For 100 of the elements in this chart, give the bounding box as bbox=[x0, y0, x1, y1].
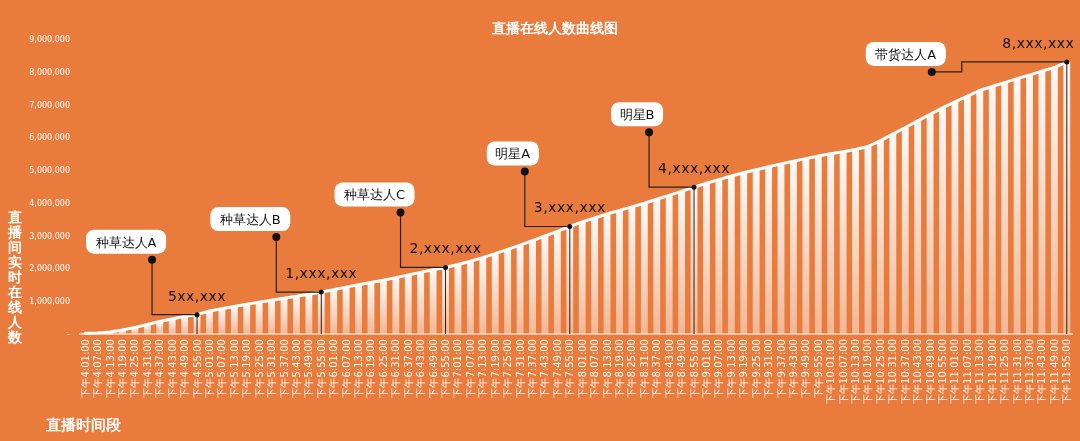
x-tick-label: 下午6:55:00 bbox=[440, 339, 452, 398]
x-tick-label: 下午7:01:00 bbox=[452, 339, 464, 398]
x-tick-label: 下午5:19:00 bbox=[241, 339, 253, 398]
text: 直播间实时在线人数 bbox=[8, 209, 22, 345]
x-tick-label: 下午8:07:00 bbox=[589, 339, 601, 398]
x-tick-label: 下午7:55:00 bbox=[564, 339, 576, 398]
x-tick-label: 下午6:43:00 bbox=[415, 339, 427, 398]
x-tick-label: 下午4:55:00 bbox=[191, 339, 203, 398]
x-tick-label: 下午7:37:00 bbox=[527, 339, 539, 398]
x-tick-label: 下午4:01:00 bbox=[79, 339, 91, 398]
x-tick-label: 下午9:55:00 bbox=[812, 339, 824, 398]
annotation: 1,xxx,xxx bbox=[285, 265, 358, 282]
x-tick-label: 下午7:19:00 bbox=[489, 339, 501, 398]
annotation: 5xx,xxx bbox=[167, 287, 227, 304]
x-tick-label: 下午5:43:00 bbox=[290, 339, 302, 398]
x-tick-label: 下午6:37:00 bbox=[402, 339, 414, 398]
x-tick-label: 下午11:19:00 bbox=[986, 339, 998, 404]
x-tick-label: 下午10:13:00 bbox=[850, 339, 862, 404]
x-tick-label: 下午11:43:00 bbox=[1036, 339, 1048, 404]
x-tick-label: 下午4:49:00 bbox=[179, 339, 191, 398]
y-tick-label: 5,000,000 bbox=[29, 166, 70, 176]
x-tick-label: 下午9:49:00 bbox=[800, 339, 812, 398]
x-tick-label: 下午4:19:00 bbox=[116, 339, 128, 398]
x-tick-label: 下午9:31:00 bbox=[763, 339, 775, 398]
x-tick-label: 下午8:25:00 bbox=[626, 339, 638, 398]
x-tick-label: 下午7:13:00 bbox=[477, 339, 489, 398]
x-tick-label: 下午10:55:00 bbox=[937, 339, 949, 404]
x-tick-label: 下午10:43:00 bbox=[912, 339, 924, 404]
annotation: 明星B bbox=[619, 107, 655, 123]
x-tick-label: 下午10:37:00 bbox=[899, 339, 911, 404]
x-tick-label: 下午10:19:00 bbox=[862, 339, 874, 404]
x-tick-label: 下午8:13:00 bbox=[601, 339, 613, 398]
x-tick-label: 下午11:25:00 bbox=[999, 339, 1011, 404]
y-tick-label: - bbox=[67, 330, 71, 339]
chart-title: 直播在线人数曲线图 bbox=[491, 20, 618, 36]
annotation: 明星A bbox=[495, 146, 531, 162]
x-tick-label: 下午10:07:00 bbox=[837, 339, 849, 404]
x-tick-label: 下午5:25:00 bbox=[253, 339, 265, 398]
x-tick-label: 下午10:01:00 bbox=[825, 339, 837, 404]
y-tick-label: 8,000,000 bbox=[29, 67, 70, 77]
x-tick-label: 下午5:37:00 bbox=[278, 339, 290, 398]
annotation: 种草达人C bbox=[344, 187, 406, 203]
y-tick-label: 4,000,000 bbox=[29, 198, 70, 208]
x-tick-label: 下午8:49:00 bbox=[676, 339, 688, 398]
annotation: 4,xxx,xxx bbox=[658, 160, 731, 177]
x-tick-label: 下午9:37:00 bbox=[775, 339, 787, 398]
x-tick-label: 下午6:31:00 bbox=[390, 339, 402, 398]
x-axis-title: 直播时间段 bbox=[45, 416, 122, 434]
x-tick-label: 下午9:19:00 bbox=[738, 339, 750, 398]
x-tick-label: 下午5:49:00 bbox=[303, 339, 315, 398]
x-tick-label: 下午8:01:00 bbox=[576, 339, 588, 398]
x-tick-label: 下午5:07:00 bbox=[216, 339, 228, 398]
x-tick-label: 下午5:13:00 bbox=[228, 339, 240, 398]
y-tick-label: 6,000,000 bbox=[29, 133, 70, 143]
y-tick-label: 3,000,000 bbox=[29, 231, 70, 241]
x-tick-label: 下午9:07:00 bbox=[713, 339, 725, 398]
x-tick-label: 下午4:31:00 bbox=[141, 339, 153, 398]
x-tick-label: 下午6:49:00 bbox=[427, 339, 439, 398]
y-tick-label: 1,000,000 bbox=[29, 297, 70, 307]
x-tick-label: 下午5:01:00 bbox=[203, 339, 215, 398]
x-tick-label: 下午11:55:00 bbox=[1061, 339, 1073, 404]
x-tick-label: 下午8:43:00 bbox=[663, 339, 675, 398]
x-tick-label: 下午5:31:00 bbox=[266, 339, 278, 398]
y-tick-label: 9,000,000 bbox=[29, 35, 70, 44]
x-tick-label: 下午9:01:00 bbox=[700, 339, 712, 398]
x-tick-label: 下午4:37:00 bbox=[154, 339, 166, 398]
x-tick-label: 下午4:13:00 bbox=[104, 339, 116, 398]
x-tick-label: 下午7:43:00 bbox=[539, 339, 551, 398]
x-tick-label: 下午11:49:00 bbox=[1048, 339, 1060, 404]
x-tick-label: 下午6:07:00 bbox=[340, 339, 352, 398]
x-tick-label: 下午4:07:00 bbox=[92, 339, 104, 398]
x-tick-label: 下午5:55:00 bbox=[315, 339, 327, 398]
x-tick-label: 下午11:37:00 bbox=[1024, 339, 1036, 404]
x-tick-label: 下午4:25:00 bbox=[129, 339, 141, 398]
x-tick-label: 下午9:13:00 bbox=[725, 339, 737, 398]
x-tick-label: 下午8:55:00 bbox=[688, 339, 700, 398]
x-tick-label: 下午10:25:00 bbox=[874, 339, 886, 404]
x-tick-label: 下午9:25:00 bbox=[750, 339, 762, 398]
x-tick-label: 下午7:25:00 bbox=[502, 339, 514, 398]
annotation: 8,xxx,xxx bbox=[1002, 34, 1075, 51]
x-tick-label: 下午8:31:00 bbox=[638, 339, 650, 398]
x-tick-label: 下午4:43:00 bbox=[166, 339, 178, 398]
y-tick-label: 2,000,000 bbox=[29, 264, 70, 274]
x-tick-label: 下午6:25:00 bbox=[377, 339, 389, 398]
annotation: 2,xxx,xxx bbox=[409, 240, 482, 257]
x-tick-label: 下午10:49:00 bbox=[924, 339, 936, 404]
x-tick-label: 下午9:43:00 bbox=[787, 339, 799, 398]
x-tick-label: 下午7:49:00 bbox=[551, 339, 563, 398]
x-tick-label: 下午6:01:00 bbox=[328, 339, 340, 398]
x-tick-label: 下午11:07:00 bbox=[961, 339, 973, 404]
y-tick-label: 7,000,000 bbox=[29, 100, 70, 110]
annotation: 种草达人B bbox=[219, 212, 281, 228]
x-tick-label: 下午11:01:00 bbox=[949, 339, 961, 404]
x-tick-label: 下午7:31:00 bbox=[514, 339, 526, 398]
annotation: 3,xxx,xxx bbox=[533, 199, 606, 216]
x-tick-label: 下午10:31:00 bbox=[887, 339, 899, 404]
x-tick-label: 下午11:13:00 bbox=[974, 339, 986, 404]
x-tick-label: 下午6:13:00 bbox=[353, 339, 365, 398]
x-tick-label: 下午11:31:00 bbox=[1011, 339, 1023, 404]
x-tick-label: 下午6:19:00 bbox=[365, 339, 377, 398]
